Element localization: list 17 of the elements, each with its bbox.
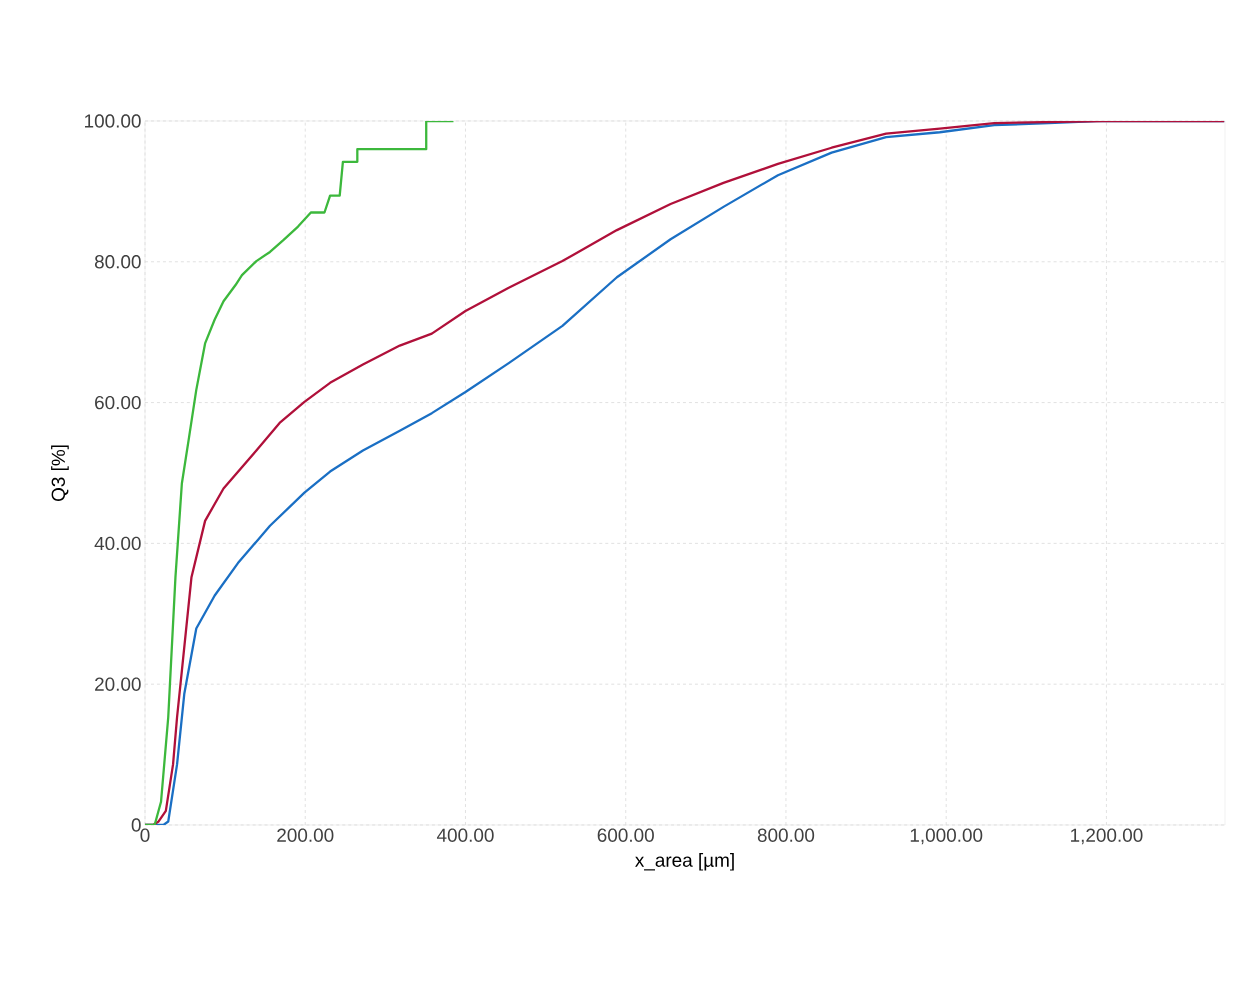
x-tick-label: 1,000.00 [910,828,983,845]
y-tick-label: 60.00 [95,395,141,410]
y-tick-label: 40.00 [94,536,141,551]
x-axis-title: x_area [µm] [635,852,734,871]
x-tick-label: 600.00 [597,828,654,842]
x-tick-label: 1,200.00 [1071,828,1143,845]
y-tick-label: 100.00 [85,114,141,128]
x-tick-label: 200.00 [277,828,334,842]
line-series [145,120,455,825]
x-tick-label: 0 [140,828,150,842]
y-tick-label: 80.00 [94,255,141,269]
x-tick-label: 800.00 [757,828,815,842]
y-axis-title: Q3 [%] [51,445,69,502]
x-tick-label: 400.00 [436,828,494,842]
y-tick-label: 0 [131,818,141,832]
y-tick-label: 20.00 [95,677,141,691]
line-series [145,120,1226,825]
